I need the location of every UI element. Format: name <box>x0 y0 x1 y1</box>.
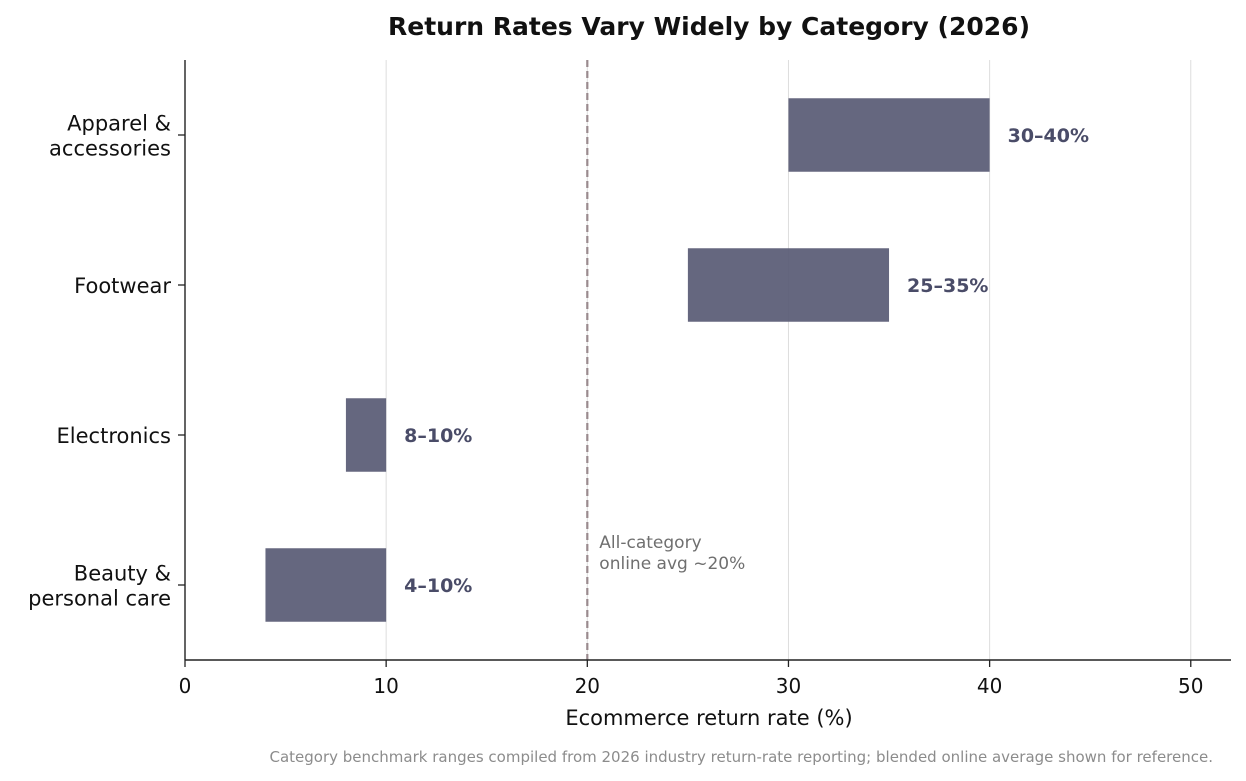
x-tick-label: 20 <box>575 674 600 698</box>
x-axis-label: Ecommerce return rate (%) <box>565 706 852 730</box>
footnote: Category benchmark ranges compiled from … <box>270 748 1214 766</box>
category-label: Beauty & personal care <box>28 562 171 611</box>
reference-line-group: All-category online avg ~20% <box>586 60 745 660</box>
category-label: Electronics <box>57 424 171 448</box>
x-tick-label: 10 <box>373 674 398 698</box>
range-bar <box>265 548 387 622</box>
category-label: Apparel & accessories <box>49 112 171 161</box>
x-tick-labels: 0 10 20 30 40 50 <box>179 674 1204 698</box>
axes-group <box>178 60 1231 667</box>
x-tick-label: 0 <box>179 674 192 698</box>
bar-data-label: 25–35% <box>907 275 988 297</box>
bar-data-label: 8–10% <box>404 425 472 447</box>
chart-title: Return Rates Vary Widely by Category (20… <box>388 12 1030 41</box>
category-labels: Apparel & accessories Footwear Electronics B… <box>28 112 171 611</box>
category-label: Footwear <box>74 274 171 298</box>
bar-data-label: 30–40% <box>1008 125 1089 147</box>
bar-data-label: 4–10% <box>404 575 472 597</box>
x-tick-label: 40 <box>977 674 1002 698</box>
x-tick-label: 50 <box>1178 674 1203 698</box>
range-bar <box>687 248 890 322</box>
range-bar <box>788 98 990 172</box>
range-bar <box>345 398 387 472</box>
bars-group: 30–40% 25–35% 8–10% 4–10% <box>265 98 1089 622</box>
x-tick-label: 30 <box>776 674 801 698</box>
reference-line-label: All-category online avg ~20% <box>599 533 745 574</box>
